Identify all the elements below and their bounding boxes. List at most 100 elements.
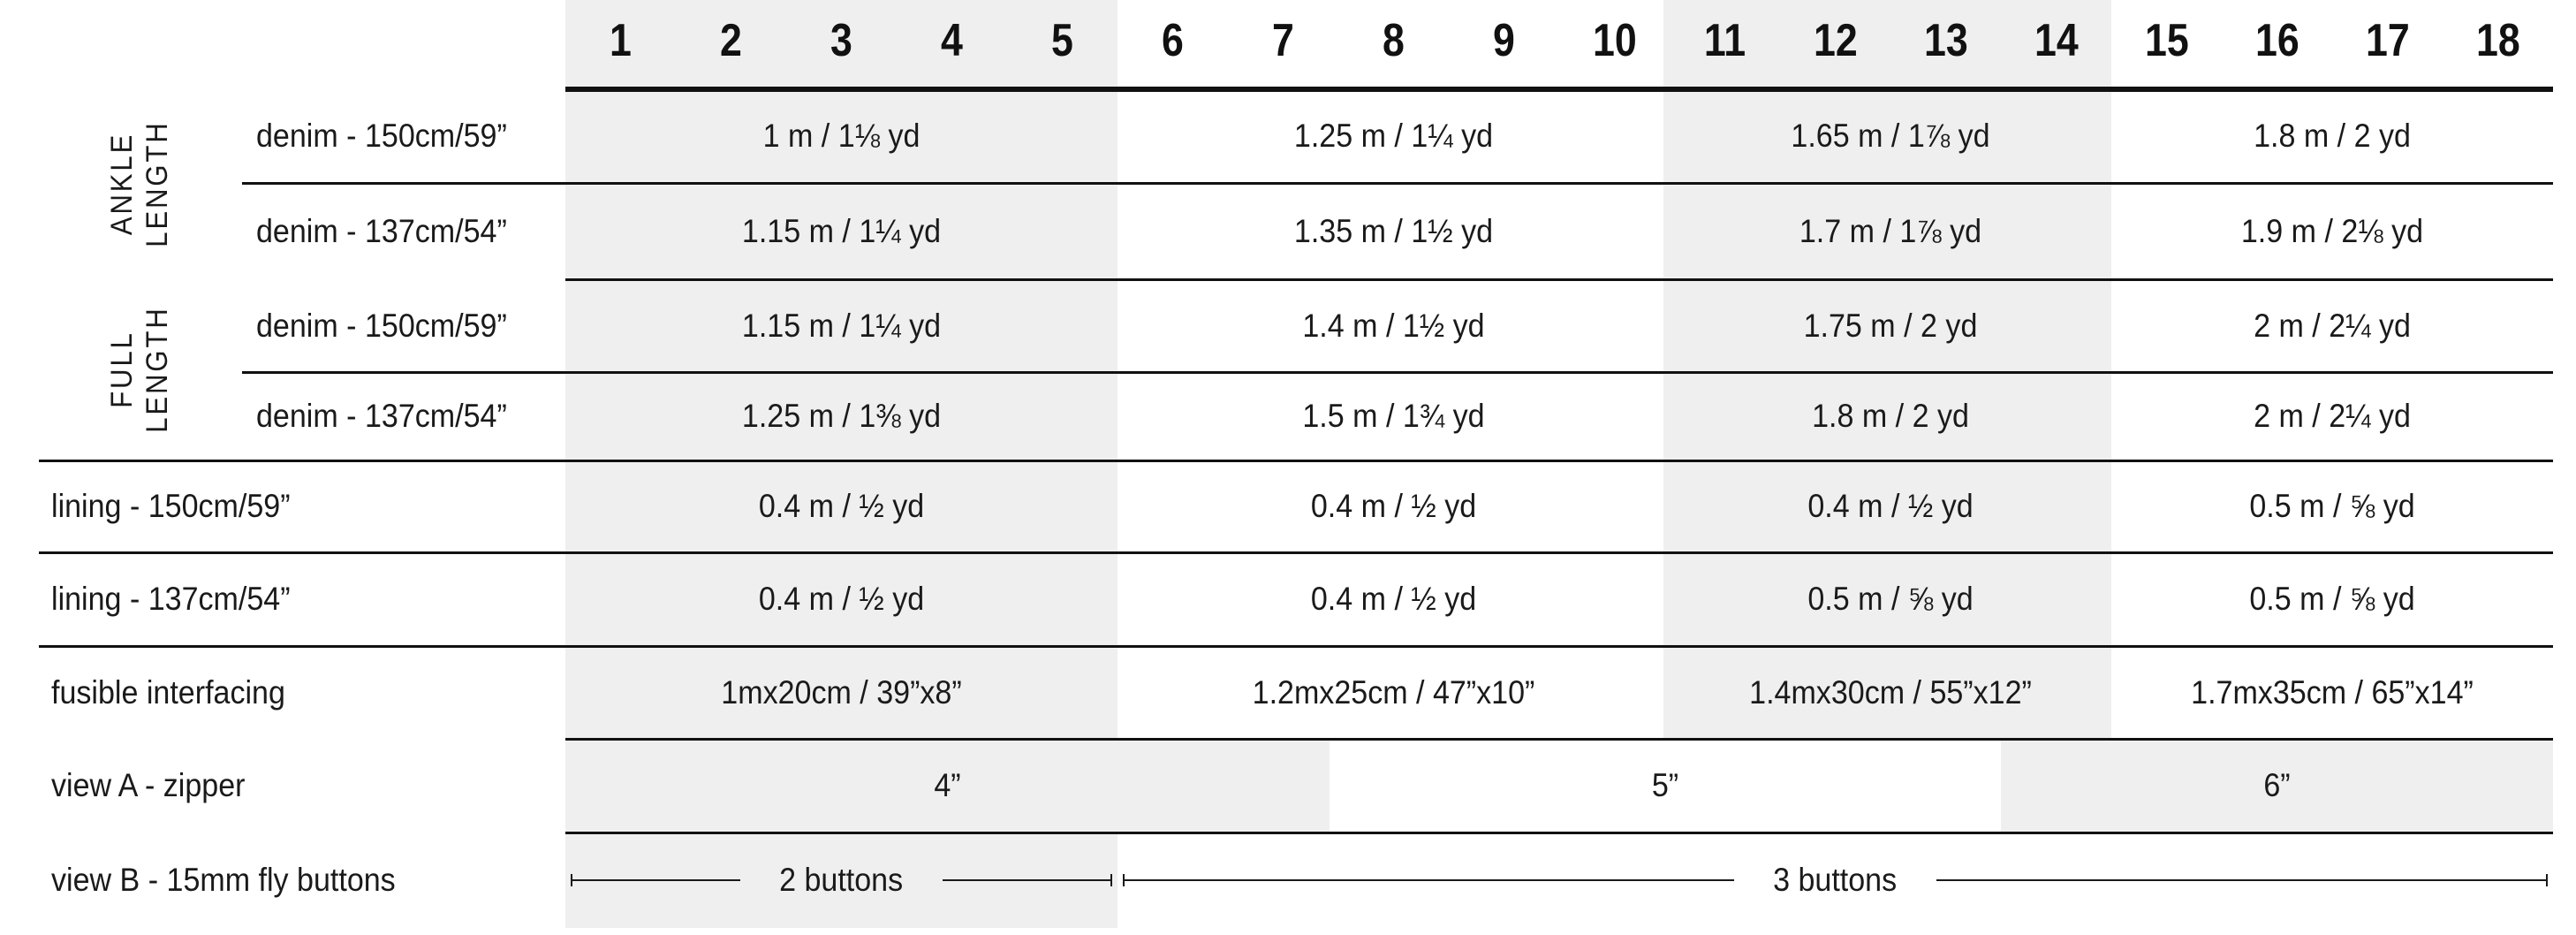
buttons-cell: 3 buttons <box>1118 832 2553 928</box>
separator-full-rows <box>242 371 2553 374</box>
separator-interfacing-zipper <box>565 738 2553 741</box>
size-column-header: 10 <box>1559 0 1670 81</box>
table-cell: 0.5 m / ⅝ yd <box>2249 581 2415 617</box>
size-number: 13 <box>1923 15 1968 66</box>
dimension-line <box>572 879 741 881</box>
zipper-cell: 5” <box>1651 767 1679 803</box>
group-label-ankle-length: ANKLE LENGTH <box>42 89 237 279</box>
size-column-header: 9 <box>1449 0 1559 81</box>
row-label: lining - 150cm/59” <box>51 488 291 524</box>
table-cell: 0.5 m / ⅝ yd <box>1807 581 1974 617</box>
group-label-line1: ANKLE <box>104 133 139 236</box>
buttons-cell: 2 buttons <box>565 832 1118 928</box>
size-number: 17 <box>2365 15 2410 66</box>
dimension-line <box>1125 879 1735 881</box>
table-cell: 1.2mx25cm / 47”x10” <box>1252 673 1535 711</box>
table-cell: 1.7 m / 1⅞ yd <box>1799 212 1982 249</box>
size-number: 15 <box>2144 15 2189 66</box>
size-column-header: 2 <box>676 0 786 81</box>
size-column-header: 11 <box>1670 0 1780 81</box>
separator-full-lining <box>39 460 2553 462</box>
size-column-header: 14 <box>2001 0 2111 81</box>
dimension-tick <box>1123 874 1125 886</box>
shade-zipper-6in-cell <box>2001 739 2553 832</box>
row-label: denim - 137cm/54” <box>256 398 507 434</box>
size-number: 5 <box>1051 15 1073 66</box>
row-label: denim - 150cm/59” <box>256 118 507 154</box>
dimension-tick <box>571 874 572 886</box>
table-cell: 1 m / 1⅛ yd <box>762 118 921 154</box>
size-number: 3 <box>830 15 852 66</box>
shade-zipper-4in-extension <box>1118 739 1330 832</box>
row-label: view B - 15mm fly buttons <box>51 862 396 898</box>
separator-lining-rows <box>39 551 2553 554</box>
size-column-header: 1 <box>565 0 676 81</box>
group-label-line2: LENGTH <box>140 306 174 434</box>
size-column-header: 3 <box>786 0 897 81</box>
size-column-header: 18 <box>2443 0 2553 81</box>
table-cell: 0.4 m / ½ yd <box>1310 488 1477 524</box>
size-number: 8 <box>1383 15 1405 66</box>
table-cell: 1.4 m / 1½ yd <box>1302 307 1485 344</box>
table-cell: 2 m / 2¼ yd <box>2254 398 2411 434</box>
table-cell: 1.5 m / 1¾ yd <box>1302 398 1485 434</box>
separator-lining-interfacing <box>39 645 2553 648</box>
table-cell: 1.35 m / 1½ yd <box>1293 212 1494 249</box>
size-column-header: 4 <box>897 0 1007 81</box>
size-column-header: 15 <box>2111 0 2222 81</box>
table-cell: 1.65 m / 1⅞ yd <box>1791 118 1990 154</box>
row-label: denim - 137cm/54” <box>256 212 507 249</box>
table-cell: 1.7mx35cm / 65”x14” <box>2191 673 2474 711</box>
size-number: 10 <box>1592 15 1637 66</box>
table-cell: 1.15 m / 1¼ yd <box>741 212 942 249</box>
size-number: 6 <box>1162 15 1184 66</box>
table-cell: 1.9 m / 2⅛ yd <box>2240 212 2424 249</box>
size-column-header: 17 <box>2332 0 2443 81</box>
size-column-header: 13 <box>1890 0 2001 81</box>
group-label-full-length: FULL LENGTH <box>42 279 237 460</box>
zipper-cell: 6” <box>2263 767 2291 803</box>
group-label-text: ANKLE LENGTH <box>104 121 175 247</box>
row-label: view A - zipper <box>51 767 246 803</box>
size-number: 1 <box>610 15 632 66</box>
size-column-header: 7 <box>1228 0 1338 81</box>
size-number: 12 <box>1813 15 1858 66</box>
size-column-header: 5 <box>1007 0 1118 81</box>
row-label: denim - 150cm/59” <box>256 307 507 344</box>
table-cell: 0.4 m / ½ yd <box>758 488 925 524</box>
buttons-count: 3 buttons <box>1773 862 1898 898</box>
size-number: 18 <box>2475 15 2520 66</box>
row-label: fusible interfacing <box>51 673 285 711</box>
table-cell: 1.8 m / 2 yd <box>1812 398 1969 434</box>
table-cell: 1.75 m / 2 yd <box>1803 307 1978 344</box>
group-label-text: FULL LENGTH <box>104 307 175 433</box>
size-column-header: 12 <box>1780 0 1890 81</box>
zipper-cell: 4” <box>934 767 961 803</box>
size-number: 2 <box>720 15 742 66</box>
row-label: lining - 137cm/54” <box>51 581 291 617</box>
table-cell: 2 m / 2¼ yd <box>2254 307 2411 344</box>
table-cell: 1.25 m / 1⅜ yd <box>741 398 942 434</box>
group-label-line2: LENGTH <box>140 120 174 248</box>
table-cell: 1.4mx30cm / 55”x12” <box>1749 673 2032 711</box>
dimension-line <box>942 879 1111 881</box>
separator-ankle-rows <box>242 182 2553 185</box>
size-number: 4 <box>941 15 963 66</box>
size-number: 11 <box>1703 15 1746 66</box>
size-number: 9 <box>1493 15 1515 66</box>
table-cell: 0.4 m / ½ yd <box>758 581 925 617</box>
size-number: 14 <box>2034 15 2079 66</box>
size-column-header: 6 <box>1118 0 1228 81</box>
table-cell: 1.25 m / 1¼ yd <box>1293 118 1494 154</box>
table-cell: 1mx20cm / 39”x8” <box>721 673 962 711</box>
shade-band-sizes-11-14 <box>1663 0 2111 739</box>
shade-band-sizes-1-5 <box>565 0 1118 928</box>
table-cell: 1.15 m / 1¼ yd <box>741 307 942 344</box>
table-cell: 0.4 m / ½ yd <box>1310 581 1477 617</box>
dimension-tick <box>1110 874 1113 886</box>
dimension-line <box>1936 879 2547 881</box>
table-cell: 0.4 m / ½ yd <box>1807 488 1974 524</box>
separator-zipper-buttons <box>565 832 2553 834</box>
header-rule <box>565 87 2553 92</box>
